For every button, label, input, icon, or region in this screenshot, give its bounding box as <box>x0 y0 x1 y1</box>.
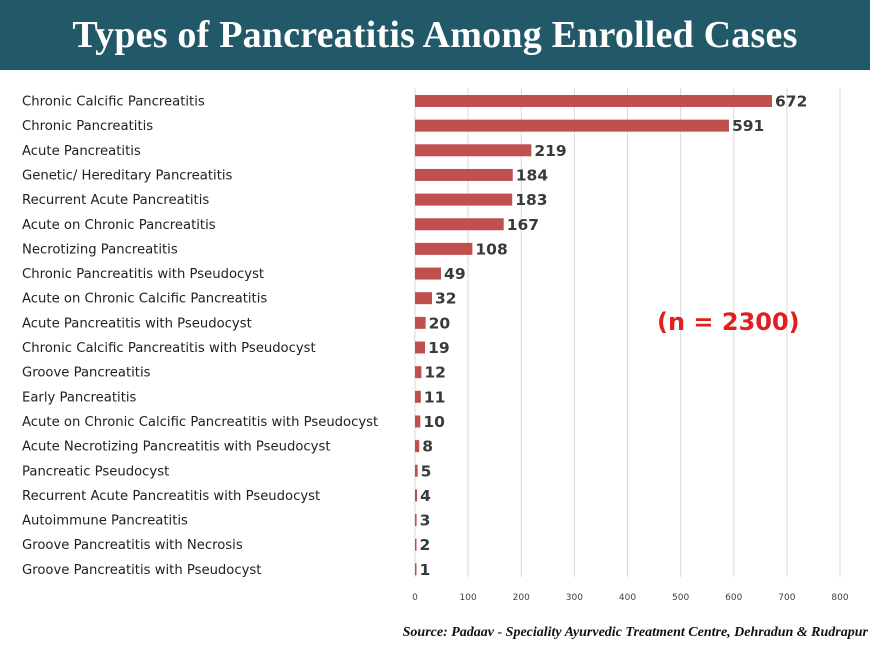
category-label: Chronic Pancreatitis with Pseudocyst <box>22 267 264 282</box>
bar <box>415 144 532 157</box>
category-label: Groove Pancreatitis with Pseudocyst <box>22 563 261 578</box>
bar <box>415 119 729 132</box>
value-label: 5 <box>421 462 432 480</box>
category-label: Acute on Chronic Calcific Pancreatitis <box>22 292 267 307</box>
bar <box>415 440 420 453</box>
bar <box>415 292 432 305</box>
value-label: 672 <box>775 93 807 111</box>
x-tick-label: 200 <box>513 593 530 603</box>
bar <box>415 464 418 477</box>
bar <box>415 366 422 379</box>
bar <box>415 267 442 280</box>
category-label: Chronic Calcific Pancreatitis with Pseud… <box>22 341 316 356</box>
x-tick-label: 100 <box>460 593 477 603</box>
bar <box>415 95 772 107</box>
value-label: 19 <box>428 339 450 357</box>
value-label: 219 <box>534 142 566 160</box>
value-label: 12 <box>424 364 446 382</box>
value-label: 2 <box>420 536 431 554</box>
sample-size-annotation: (n = 2300) <box>657 308 800 336</box>
x-tick-label: 700 <box>778 593 795 603</box>
chart-tick-labels: 0 100 200 300 400 500 600 700 800 <box>412 593 849 603</box>
value-label: 20 <box>429 314 451 332</box>
bar <box>415 242 473 255</box>
value-label: 32 <box>435 290 457 308</box>
category-label: Chronic Calcific Pancreatitis <box>22 95 205 110</box>
value-label: 4 <box>420 487 431 505</box>
bar <box>415 489 418 502</box>
category-label: Pancreatic Pseudocyst <box>22 464 169 479</box>
value-label: 167 <box>507 216 539 234</box>
value-label: 108 <box>475 240 507 258</box>
bar <box>415 415 421 428</box>
value-label: 49 <box>444 265 466 283</box>
category-label: Recurrent Acute Pancreatitis with Pseudo… <box>22 489 320 504</box>
category-label: Groove Pancreatitis with Necrosis <box>22 538 243 553</box>
page-title: Types of Pancreatitis Among Enrolled Cas… <box>72 14 798 56</box>
bar <box>415 341 426 354</box>
value-label: 3 <box>420 512 431 530</box>
x-tick-label: 500 <box>672 593 689 603</box>
value-label: 183 <box>515 191 547 209</box>
category-label: Necrotizing Pancreatitis <box>22 242 178 257</box>
bar-chart: Chronic Calcific Pancreatitis Chronic Pan… <box>22 88 849 603</box>
value-label: 8 <box>422 438 433 456</box>
value-label: 1 <box>420 561 431 579</box>
x-tick-label: 300 <box>566 593 583 603</box>
category-label: Acute on Chronic Pancreatitis <box>22 218 216 233</box>
category-label: Acute Necrotizing Pancreatitis with Pseu… <box>22 440 331 455</box>
x-tick-label: 600 <box>725 593 742 603</box>
category-label: Early Pancreatitis <box>22 390 137 405</box>
chart-bars <box>415 95 772 576</box>
source-caption: Source: Padaav - Speciality Ayurvedic Tr… <box>402 625 868 640</box>
category-label: Acute Pancreatitis with Pseudocyst <box>22 316 252 331</box>
category-label: Recurrent Acute Pancreatitis <box>22 193 209 208</box>
x-tick-label: 0 <box>412 593 418 603</box>
value-label: 11 <box>424 388 446 406</box>
x-tick-label: 400 <box>619 593 636 603</box>
category-label: Chronic Pancreatitis <box>22 119 153 134</box>
title-bar: Types of Pancreatitis Among Enrolled Cas… <box>0 0 870 70</box>
bar <box>415 563 417 576</box>
bar <box>415 390 421 403</box>
category-label: Acute on Chronic Calcific Pancreatitis w… <box>22 415 378 430</box>
category-label: Groove Pancreatitis <box>22 366 151 381</box>
value-label: 10 <box>423 413 445 431</box>
category-label: Acute Pancreatitis <box>22 144 141 159</box>
category-label: Genetic/ Hereditary Pancreatitis <box>22 168 233 183</box>
category-label: Autoimmune Pancreatitis <box>22 514 188 529</box>
x-tick-label: 800 <box>831 593 848 603</box>
bar <box>415 218 504 231</box>
chart-value-labels: 6725912191841831671084932201912111085432… <box>420 93 808 579</box>
bar <box>415 514 417 527</box>
chart-category-labels: Chronic Calcific Pancreatitis Chronic Pan… <box>22 95 378 578</box>
bar <box>415 538 417 551</box>
value-label: 184 <box>516 166 549 184</box>
bar <box>415 168 513 181</box>
bar <box>415 193 513 206</box>
bar <box>415 316 426 329</box>
value-label: 591 <box>732 117 764 135</box>
